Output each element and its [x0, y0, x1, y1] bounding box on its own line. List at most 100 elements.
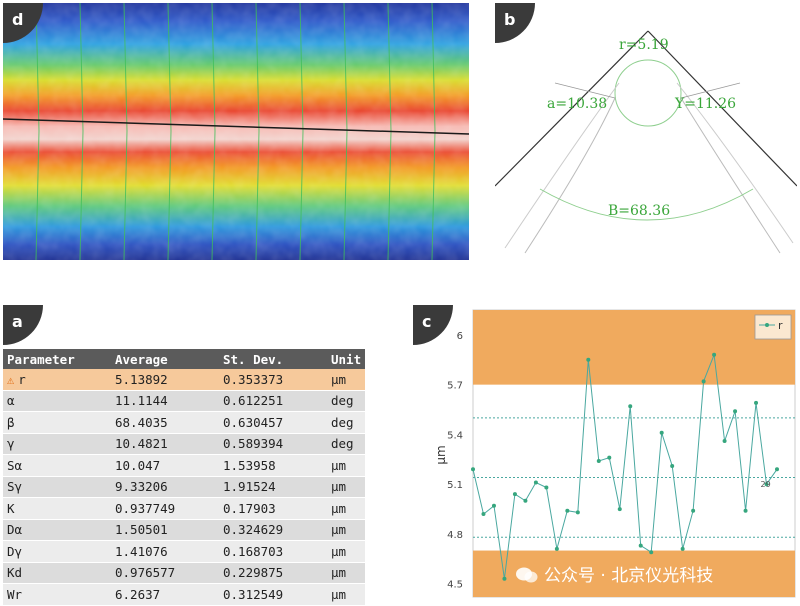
param-cell: Sγ [3, 476, 111, 498]
stdev-cell: 0.630457 [219, 411, 327, 434]
header-stdev: St. Dev. [219, 349, 327, 369]
warning-icon: ⚠ [7, 372, 15, 387]
data-point [701, 379, 706, 384]
unit-cell: deg [327, 433, 365, 455]
data-point [649, 550, 654, 555]
annotation-b: B=68.36 [608, 203, 670, 219]
table-row: Dγ 1.41076 0.168703 µm [3, 540, 365, 563]
table-row: Sα 10.047 1.53958 µm [3, 454, 365, 477]
point-annotation: 29 [761, 480, 771, 489]
data-point [533, 480, 538, 485]
stdev-cell: 0.353373 [219, 369, 327, 391]
geometry-panel: r=5.19 a=10.38 Y=11.26 B=68.36 b [494, 3, 798, 260]
stdev-cell: 0.612251 [219, 390, 327, 412]
unit-cell: deg [327, 390, 365, 412]
data-point [754, 400, 759, 405]
legend-marker [765, 323, 769, 327]
unit-cell: µm [327, 583, 365, 606]
unit-cell: µm [327, 454, 365, 477]
param-cell: Sα [3, 454, 111, 477]
table-header-row: Parameter Average St. Dev. Unit [3, 349, 365, 369]
data-point [544, 485, 549, 490]
stdev-cell: 0.17903 [219, 497, 327, 520]
parameter-table: Parameter Average St. Dev. Unit ⚠ r 5.1389… [3, 349, 365, 606]
param-cell: γ [3, 433, 111, 455]
data-point [743, 508, 748, 513]
table-row: Kd 0.976577 0.229875 µm [3, 562, 365, 584]
annotation-y: Y=11.26 [674, 96, 736, 112]
data-point [712, 352, 717, 357]
average-cell: 68.4035 [111, 411, 219, 434]
data-point [764, 482, 769, 487]
annotation-r: r=5.19 [619, 37, 669, 53]
stdev-cell: 0.324629 [219, 519, 327, 541]
unit-cell: µm [327, 519, 365, 541]
average-cell: 11.1144 [111, 390, 219, 412]
series-line-r [472, 354, 778, 579]
heatmap-panel: d [3, 3, 469, 260]
y-tick-label: 5.7 [447, 381, 463, 392]
unit-cell: deg [327, 411, 365, 434]
data-point [565, 508, 570, 513]
data-point [733, 409, 738, 414]
data-point [607, 455, 612, 460]
unit-cell: µm [327, 497, 365, 520]
table-row: Wr 6.2637 0.312549 µm [3, 583, 365, 606]
param-cell: α [3, 390, 111, 412]
tolerance-band [473, 310, 795, 385]
data-point [617, 507, 622, 512]
annotation-a: a=10.38 [547, 96, 607, 112]
stdev-cell: 0.312549 [219, 583, 327, 606]
data-point [523, 498, 528, 503]
table-row: Sγ 9.33206 1.91524 µm [3, 476, 365, 498]
stdev-cell: 0.168703 [219, 540, 327, 563]
geometry-diagram: r=5.19 a=10.38 Y=11.26 B=68.36 [494, 30, 798, 254]
data-point [575, 510, 580, 515]
watermark: 公众号 · 北京仪光科技 [516, 561, 713, 586]
table-row: Dα 1.50501 0.324629 µm [3, 519, 365, 541]
header-parameter: Parameter [3, 349, 111, 369]
data-point [628, 404, 633, 409]
table-row: β 68.4035 0.630457 deg [3, 411, 365, 434]
average-cell: 10.047 [111, 454, 219, 477]
table-row: α 11.1144 0.612251 deg [3, 390, 365, 412]
line-chart: 6 5.7 5.4 5.1 4.8 4.5 µm 29 r [434, 309, 796, 598]
data-point [491, 503, 496, 508]
data-point [586, 357, 591, 362]
param-cell: Wr [3, 583, 111, 606]
data-point [596, 458, 601, 463]
param-cell: Dγ [3, 540, 111, 563]
average-cell: 1.50501 [111, 519, 219, 541]
line-chart-panel: 6 5.7 5.4 5.1 4.8 4.5 µm 29 r c [413, 305, 798, 599]
y-tick-label: 5.4 [447, 430, 463, 441]
average-cell: 1.41076 [111, 540, 219, 563]
panel-label-a: a [3, 305, 43, 345]
wechat-icon [516, 567, 538, 583]
param-cell: K [3, 497, 111, 520]
y-tick-label: 4.5 [447, 580, 463, 591]
stdev-cell: 0.589394 [219, 433, 327, 455]
data-point [471, 467, 475, 472]
unit-cell: µm [327, 562, 365, 584]
data-point [502, 576, 507, 581]
data-point [680, 546, 685, 551]
panel-label-b: b [495, 3, 535, 43]
data-point [659, 430, 664, 435]
stdev-cell: 1.91524 [219, 476, 327, 498]
table-row: ⚠ r 5.13892 0.353373 µm [3, 369, 365, 391]
parameter-table-panel: a Parameter Average St. Dev. Unit ⚠ r 5.13… [3, 305, 365, 606]
stdev-cell: 0.229875 [219, 562, 327, 584]
data-point [554, 546, 559, 551]
legend-label: r [778, 319, 783, 332]
average-cell: 9.33206 [111, 476, 219, 498]
unit-cell: µm [327, 369, 365, 391]
y-tick-label: 6 [457, 331, 463, 342]
y-tick-label: 5.1 [447, 480, 463, 491]
table-row: γ 10.4821 0.589394 deg [3, 433, 365, 455]
data-point [691, 508, 696, 513]
header-average: Average [111, 349, 219, 369]
data-point [638, 543, 643, 548]
y-axis-label: µm [434, 445, 448, 464]
data-point [481, 512, 486, 517]
average-cell: 0.976577 [111, 562, 219, 584]
